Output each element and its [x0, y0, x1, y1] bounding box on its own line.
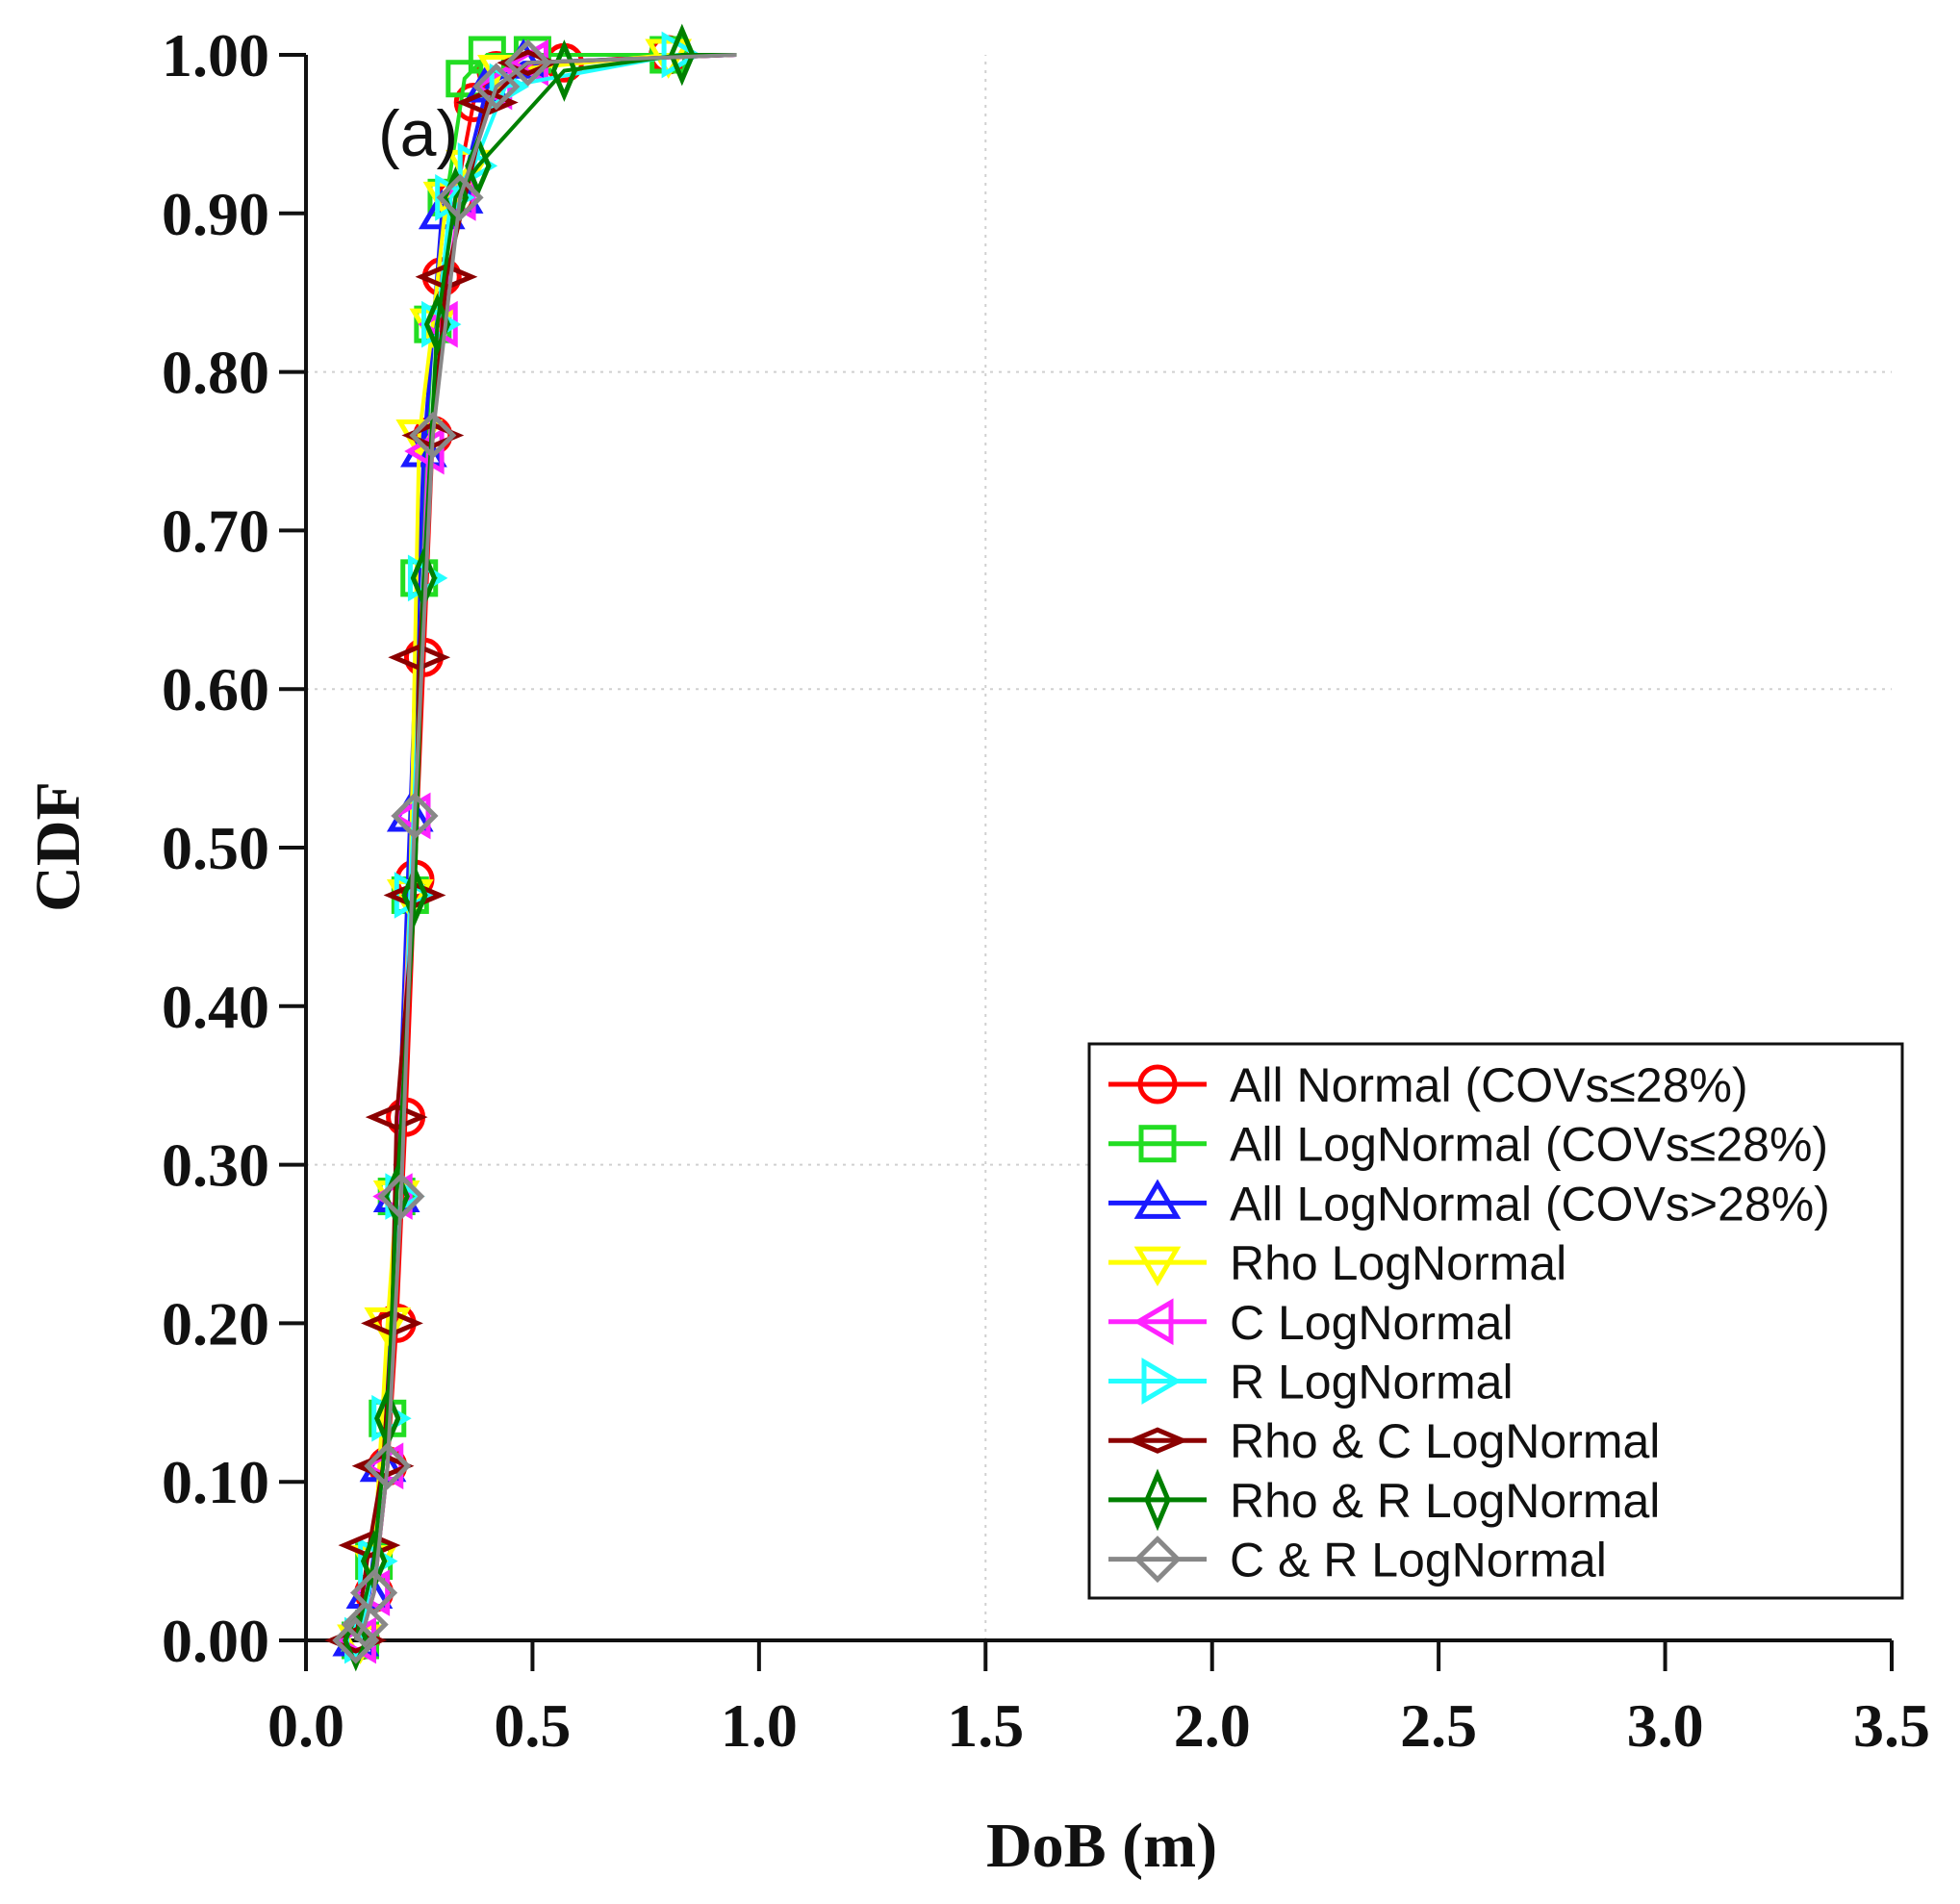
legend-entry: C LogNormal	[1108, 1296, 1514, 1350]
legend-entry: All Normal (COVs≤28%)	[1108, 1058, 1748, 1112]
legend-entry: All LogNormal (COVs≤28%)	[1108, 1118, 1828, 1172]
legend-label: Rho & C LogNormal	[1230, 1414, 1660, 1468]
data-point-marker	[423, 292, 451, 356]
legend-entry: C & R LogNormal	[1108, 1534, 1607, 1587]
x-tick-label: 0.5	[494, 1691, 571, 1760]
legend-entry: Rho LogNormal	[1108, 1236, 1566, 1290]
data-point-marker	[350, 1569, 398, 1617]
legend-marker	[1141, 1358, 1182, 1405]
data-point-marker	[415, 264, 478, 291]
x-tick-labels: 0.0 0.5 1.0 1.5 2.0 2.5 3.0 3.5	[267, 1691, 1930, 1760]
legend-entry: Rho & C LogNormal	[1108, 1414, 1660, 1468]
data-point-marker	[343, 1609, 369, 1672]
data-point-marker	[504, 38, 552, 87]
series-line	[354, 53, 737, 1641]
legend-label: All LogNormal (COVs>28%)	[1230, 1177, 1830, 1231]
y-tick-label: 0.10	[162, 1448, 269, 1516]
legend-items: All Normal (COVs≤28%) All LogNormal (COVs…	[1108, 1058, 1830, 1587]
legend-entry: All LogNormal (COVs>28%)	[1108, 1177, 1830, 1231]
data-point-marker	[455, 89, 519, 116]
data-point-marker	[341, 1600, 389, 1649]
legend-marker	[1133, 1246, 1182, 1287]
data-point-marker	[472, 63, 521, 111]
data-point-marker	[661, 31, 702, 79]
y-tick-label: 0.90	[162, 180, 269, 248]
x-tick-label: 3.0	[1627, 1691, 1704, 1760]
legend-marker	[1126, 1427, 1189, 1454]
data-point-marker	[669, 23, 696, 87]
data-point-marker	[377, 1173, 425, 1221]
legend-entry: Rho & R LogNormal	[1108, 1468, 1660, 1532]
axes	[279, 53, 1894, 1671]
x-tick-label: 2.5	[1400, 1691, 1477, 1760]
data-series	[324, 23, 737, 1672]
data-point-marker	[401, 421, 465, 449]
data-point-marker	[391, 792, 439, 840]
data-point-marker	[436, 173, 484, 221]
data-point-marker	[365, 1104, 428, 1130]
legend-marker	[1133, 1536, 1182, 1584]
legend-label: C LogNormal	[1230, 1296, 1514, 1350]
series-6	[344, 31, 737, 1664]
y-tick-label: 0.00	[162, 1607, 269, 1675]
y-axis-title: CDF	[23, 781, 93, 912]
legend-marker	[1144, 1468, 1171, 1532]
data-point-marker	[364, 1442, 412, 1490]
data-point-marker	[388, 644, 451, 671]
legend-marker	[1133, 1298, 1174, 1346]
legend-label: R LogNormal	[1230, 1356, 1514, 1409]
x-tick-label: 3.5	[1853, 1691, 1930, 1760]
x-tick-label: 0.0	[267, 1691, 344, 1760]
legend-marker	[1138, 1125, 1177, 1163]
data-point-marker	[361, 1309, 423, 1337]
x-tick-label: 1.0	[721, 1691, 798, 1760]
legend: All Normal (COVs≤28%) All LogNormal (COVs…	[1087, 1042, 1904, 1600]
x-axis-title: DoB (m)	[986, 1811, 1217, 1881]
y-tick-labels: 0.00 0.10 0.20 0.30 0.40 0.50 0.60 0.70 0.80 0.90…	[162, 21, 269, 1675]
panel-annotation: (a)	[378, 97, 458, 170]
y-tick-label: 0.50	[162, 814, 269, 882]
legend-label: Rho & R LogNormal	[1230, 1474, 1660, 1528]
y-tick-label: 1.00	[162, 21, 269, 89]
y-tick-label: 0.20	[162, 1289, 269, 1358]
y-tick-label: 0.30	[162, 1131, 269, 1200]
series-9	[332, 38, 737, 1664]
x-tick-label: 1.5	[947, 1691, 1024, 1760]
legend-marker	[1133, 1179, 1182, 1219]
legend-label: C & R LogNormal	[1230, 1534, 1607, 1587]
legend-box	[1087, 1042, 1904, 1600]
legend-label: All Normal (COVs≤28%)	[1230, 1058, 1748, 1112]
legend-label: Rho LogNormal	[1230, 1236, 1566, 1290]
legend-label: All LogNormal (COVs≤28%)	[1230, 1118, 1828, 1172]
data-point-marker	[332, 1616, 380, 1664]
data-point-marker	[465, 134, 492, 197]
data-point-marker	[401, 864, 428, 927]
y-tick-label: 0.60	[162, 655, 269, 724]
y-tick-label: 0.80	[162, 339, 269, 407]
legend-marker	[1137, 1064, 1178, 1104]
y-tick-label: 0.40	[162, 973, 269, 1041]
data-point-marker	[409, 411, 457, 460]
legend-entry: R LogNormal	[1108, 1356, 1514, 1409]
data-point-marker	[338, 1532, 401, 1559]
series-line	[358, 53, 737, 1641]
y-tick-label: 0.70	[162, 496, 269, 565]
x-tick-label: 2.0	[1174, 1691, 1251, 1760]
